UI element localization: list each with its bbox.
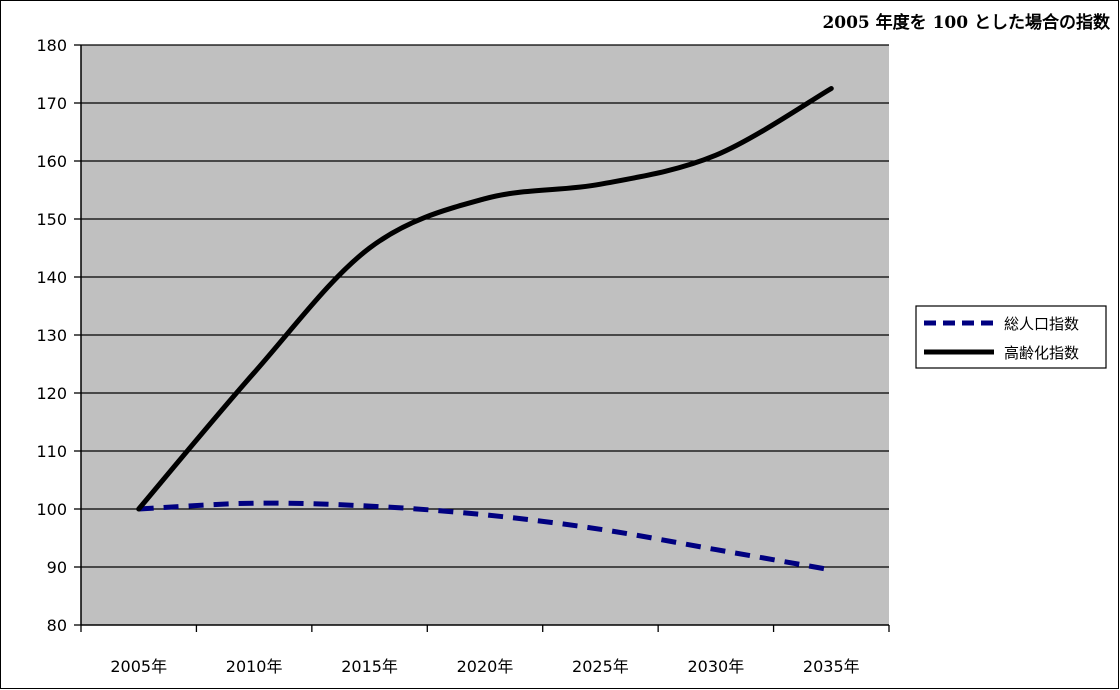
y-tick-label: 150: [36, 210, 67, 229]
x-tick-label: 2025年: [572, 657, 629, 676]
legend-label-2: 高齢化指数: [1004, 344, 1079, 362]
x-tick-label: 2020年: [457, 657, 514, 676]
y-tick-label: 80: [47, 616, 67, 635]
y-axis-ticks: 80 90 100 110 120 130 140 150 160 170 180: [36, 36, 81, 635]
y-tick-label: 140: [36, 268, 67, 287]
x-tick-label: 2010年: [226, 657, 283, 676]
x-tick-label: 2015年: [341, 657, 398, 676]
x-tick-label: 2030年: [687, 657, 744, 676]
y-tick-label: 100: [36, 500, 67, 519]
series-line-2: [136, 86, 834, 512]
x-tick-label: 2005年: [110, 657, 167, 676]
series-lines: [136, 86, 834, 573]
y-tick-label: 170: [36, 94, 67, 113]
y-tick-label: 130: [36, 326, 67, 345]
y-tick-label: 180: [36, 36, 67, 55]
x-axis-ticks: 2005年 2010年 2015年 2020年 2025年 2030年 2035年: [80, 625, 890, 676]
x-tick-label: 2035年: [803, 657, 860, 676]
legend-label-1: 総人口指数: [1004, 315, 1079, 333]
legend-box: [915, 305, 1107, 369]
y-tick-label: 110: [36, 442, 67, 461]
y-tick-label: 160: [36, 152, 67, 171]
y-tick-label: 120: [36, 384, 67, 403]
y-tick-label: 90: [47, 558, 67, 577]
grid-lines: [81, 44, 889, 568]
chart-subtitle: 2005 年度を 100 とした場合の指数: [822, 13, 1110, 33]
series-line-1: [138, 500, 832, 573]
